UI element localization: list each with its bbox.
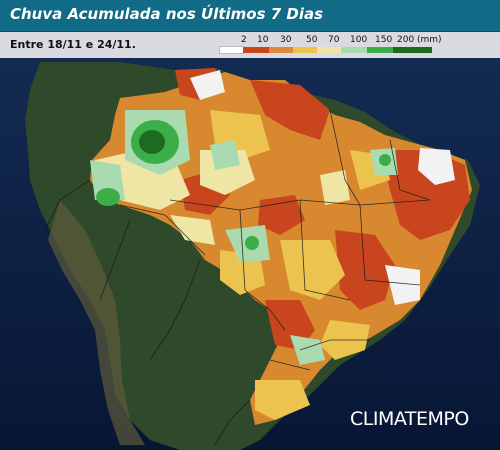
legend-swatch-30 [269, 47, 293, 53]
legend-swatch-200 [393, 47, 432, 53]
precipitation-map [0, 58, 500, 450]
precipitation-legend: 2 10 30 50 70 100 150 200 (mm) [219, 35, 442, 55]
period-bar: Entre 18/11 e 24/11. [0, 32, 500, 58]
legend-swatch-50 [293, 47, 317, 53]
andes-highlands [48, 200, 145, 445]
heavy-rain-zones [139, 130, 165, 154]
climatempo-logo: CLIMATEMPO [350, 408, 469, 430]
legend-swatch-70 [317, 47, 341, 53]
legend-swatch-150 [367, 47, 393, 53]
legend-label-150: 150 [375, 35, 393, 45]
legend-label-100: 100 [350, 35, 368, 45]
no-rain-zones [190, 70, 455, 305]
legend-swatch-2 [219, 46, 244, 54]
legend-swatch-100 [341, 47, 367, 53]
legend-label-10: 10 [257, 35, 269, 45]
period-label: Entre 18/11 e 24/11. [10, 38, 136, 51]
medium-green-zones [96, 120, 391, 250]
page-title: Chuva Acumulada nos Últimos 7 Dias [10, 5, 324, 23]
state-borders [119, 109, 431, 371]
country-borders [44, 179, 251, 446]
legend-label-70: 70 [328, 35, 340, 45]
legend-label-30: 30 [280, 35, 292, 45]
title-bar: Chuva Acumulada nos Últimos 7 Dias [0, 0, 500, 32]
legend-swatch-10 [243, 47, 269, 53]
legend-label-200: 200 [397, 35, 415, 45]
legend-label-50: 50 [306, 35, 318, 45]
legend-label-2: 2 [241, 35, 247, 45]
legend-unit: (mm) [417, 35, 442, 45]
